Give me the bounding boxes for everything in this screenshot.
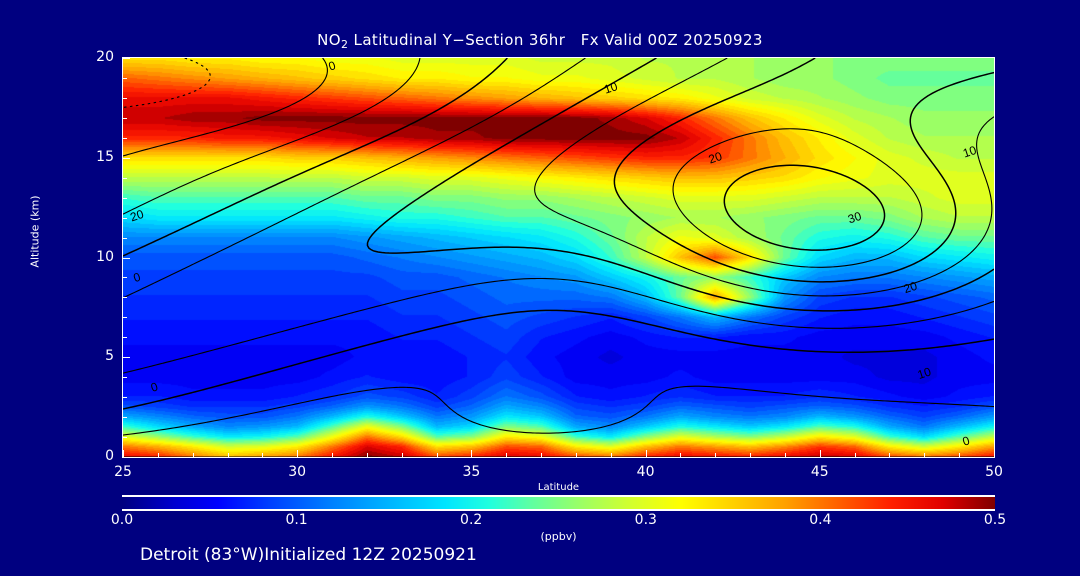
y-tick-label: 10: [96, 248, 114, 265]
y-tick-label: 0: [105, 448, 114, 464]
x-tick-minor: [227, 453, 229, 457]
y-tick-minor: [123, 137, 127, 139]
y-tick-minor: [123, 237, 127, 239]
x-tick-label: 45: [810, 464, 829, 480]
x-tick-minor: [784, 453, 786, 457]
y-tick-minor: [123, 217, 127, 219]
colorbar-tick-label: 0.5: [983, 512, 1007, 528]
x-tick-minor: [959, 453, 961, 457]
colorbar-tick-label: 0.1: [285, 512, 308, 528]
y-tick-minor: [123, 197, 127, 199]
colorbar-gradient: [122, 495, 995, 511]
x-tick-minor: [924, 453, 926, 457]
plot-area: 0 10 20 10 30 20 20 0 0 10 0: [122, 57, 995, 458]
x-tick-minor: [541, 453, 543, 457]
y-tick-minor: [123, 177, 127, 179]
y-tick-minor: [123, 97, 127, 99]
x-tick-minor: [506, 453, 508, 457]
y-tick-label: 15: [96, 148, 114, 165]
x-tick-label: 30: [288, 464, 307, 480]
y-tick-major: [123, 457, 130, 458]
x-tick-minor: [262, 453, 264, 457]
x-tick-label: 40: [636, 464, 655, 480]
x-tick-major: [123, 450, 124, 457]
y-tick-major: [123, 157, 130, 159]
chart-title-main: NO: [317, 31, 341, 49]
y-tick-major: [123, 58, 130, 59]
y-tick-major: [123, 257, 130, 259]
y-tick-minor: [123, 317, 127, 319]
colorbar-tick-label: 0.2: [460, 512, 483, 528]
x-tick-minor: [366, 453, 368, 457]
x-tick-minor: [575, 453, 577, 457]
x-tick-minor: [750, 453, 752, 457]
chart-footer: Detroit (83°W)Initialized 12Z 20250921: [140, 545, 477, 565]
colorbar-tick-label: 0.0: [110, 512, 134, 528]
x-axis-label: Latitude: [537, 482, 580, 493]
colorbar-units-label: (ppbv): [540, 530, 577, 543]
colorbar: [122, 495, 995, 511]
x-tick-major: [471, 450, 473, 457]
y-axis-label: Altitude (km): [28, 195, 42, 268]
y-tick-minor: [123, 117, 127, 119]
y-tick-minor: [123, 297, 127, 299]
colorbar-tick-label: 0.3: [634, 512, 657, 528]
chart-title-rest: Latitudinal Y−Section 36hr Fx Valid 00Z …: [348, 31, 763, 49]
y-tick-minor: [123, 397, 127, 399]
x-tick-minor: [332, 453, 334, 457]
x-tick-label: 50: [985, 464, 1003, 480]
x-tick-major: [297, 450, 299, 457]
x-tick-major: [994, 450, 995, 457]
x-tick-minor: [401, 453, 403, 457]
chart-title: NO2 Latitudinal Y−Section 36hr Fx Valid …: [0, 31, 1080, 51]
y-tick-minor: [123, 77, 127, 79]
y-tick-minor: [123, 417, 127, 419]
x-tick-minor: [889, 453, 891, 457]
colorbar-tick-label: 0.4: [809, 512, 832, 528]
x-tick-minor: [854, 453, 856, 457]
y-tick-minor: [123, 377, 127, 379]
x-tick-minor: [680, 453, 682, 457]
chart-title-subscript: 2: [340, 38, 349, 51]
y-tick-label: 20: [96, 49, 114, 65]
y-tick-label: 5: [105, 348, 114, 365]
x-tick-minor: [715, 453, 717, 457]
x-tick-label: 25: [114, 464, 132, 480]
y-tick-major: [123, 357, 130, 359]
x-tick-minor: [157, 453, 159, 457]
y-tick-minor: [123, 337, 127, 339]
y-tick-minor: [123, 277, 127, 279]
x-tick-minor: [610, 453, 612, 457]
x-tick-minor: [192, 453, 194, 457]
x-tick-minor: [436, 453, 438, 457]
x-tick-major: [645, 450, 647, 457]
y-tick-minor: [123, 437, 127, 439]
x-tick-major: [819, 450, 821, 457]
no2-heatmap: [123, 58, 994, 457]
x-tick-label: 35: [462, 464, 481, 480]
